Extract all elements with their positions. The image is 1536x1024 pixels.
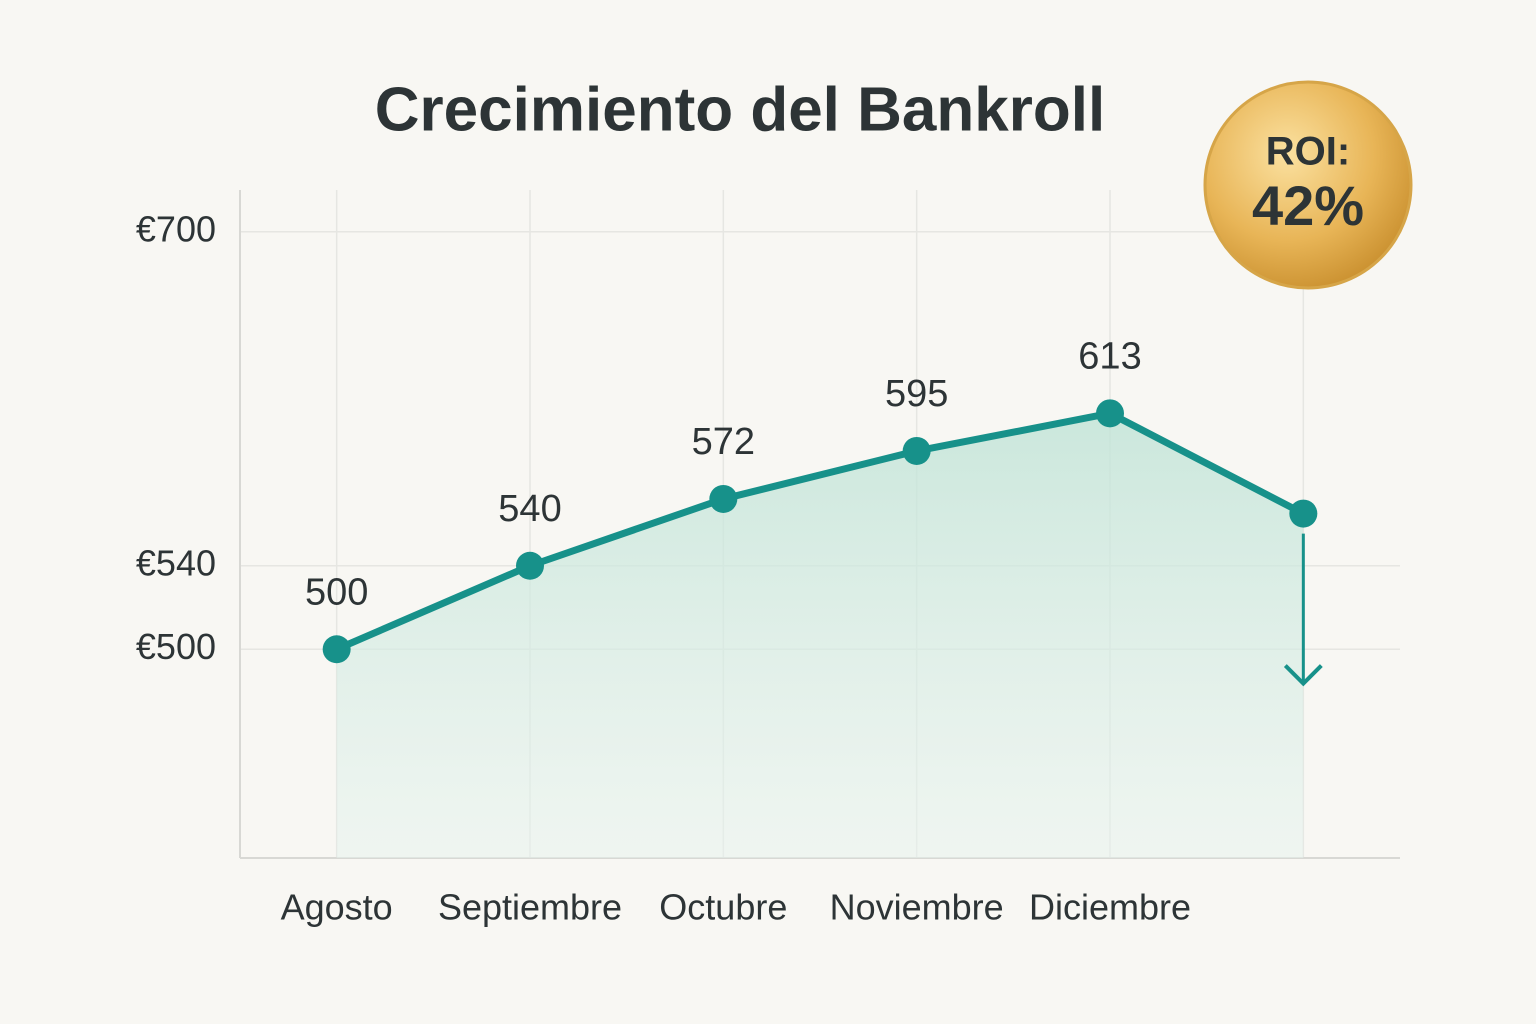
value-label: 613 — [1078, 335, 1141, 377]
x-tick-label: Septiembre — [438, 887, 622, 928]
roi-badge — [1203, 80, 1413, 290]
badge-label: ROI: — [1266, 130, 1350, 174]
chart-title: Crecimiento del Bankroll — [375, 75, 1105, 144]
value-label: 500 — [305, 571, 368, 613]
badge-value: 42% — [1252, 174, 1364, 237]
point — [1096, 399, 1124, 428]
point — [1289, 499, 1318, 528]
point — [709, 484, 738, 513]
area — [336, 413, 1304, 858]
value-label: 540 — [498, 488, 561, 530]
y-tick-label: €500 — [136, 626, 216, 667]
x-tick-label: Diciembre — [1029, 887, 1191, 928]
line — [335, 409, 1305, 653]
point — [902, 436, 931, 465]
trend-arrow-head — [1283, 664, 1323, 687]
value-label: 595 — [885, 373, 948, 415]
point — [516, 551, 544, 580]
plot-area: €500 €540 €700 500 Agosto 540 Septiembre 572 Oct… — [136, 190, 1400, 928]
value-label: 572 — [692, 421, 755, 463]
x-tick-label: Agosto — [281, 887, 393, 928]
x-tick-label: Noviembre — [830, 887, 1004, 928]
x-tick-label: Octubre — [659, 887, 787, 928]
y-tick-label: €540 — [136, 542, 216, 583]
y-tick-label: €700 — [136, 208, 216, 249]
point — [322, 635, 351, 664]
